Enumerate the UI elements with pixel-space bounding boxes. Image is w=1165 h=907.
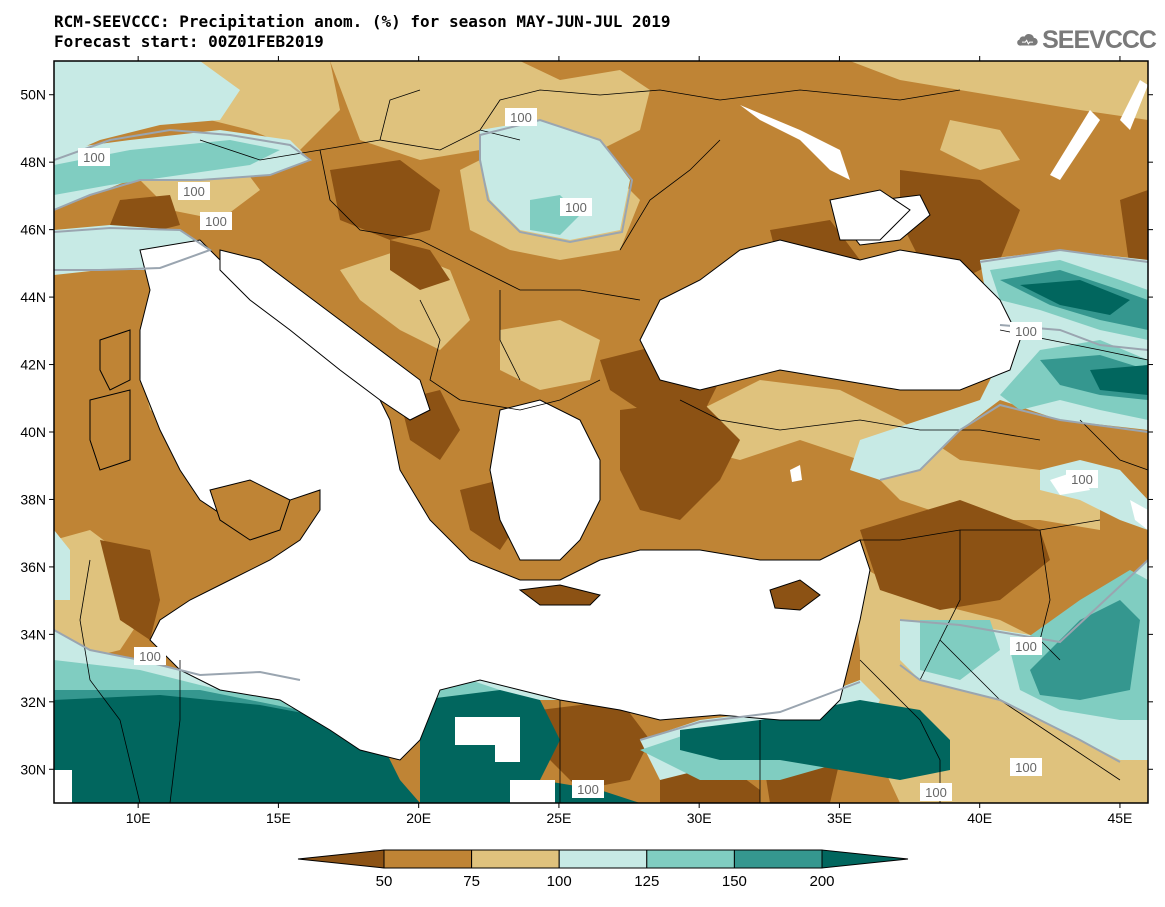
lat-tick-label: 38N — [20, 491, 46, 507]
colorbar-label: 75 — [463, 873, 480, 890]
lon-tick-label: 20E — [406, 810, 431, 826]
colorbar-segment — [821, 849, 909, 869]
contour-label: 100 — [505, 108, 537, 126]
lon-tick-label: 15E — [266, 810, 291, 826]
map-field — [54, 61, 1148, 803]
lon-tick-label: 40E — [967, 810, 992, 826]
svg-text:100: 100 — [565, 200, 587, 215]
contour-label: 100 — [560, 198, 592, 216]
svg-text:100: 100 — [83, 150, 105, 165]
lat-tick-label: 46N — [20, 222, 46, 238]
lat-tick-label: 48N — [20, 154, 46, 170]
colorbar-segment — [558, 849, 648, 869]
title-line-1: RCM-SEEVCCC: Precipitation anom. (%) for… — [54, 12, 671, 31]
svg-text:100: 100 — [925, 785, 947, 800]
contour-label: 100 — [134, 647, 166, 665]
lon-tick-label: 25E — [546, 810, 571, 826]
colorbar-label: 100 — [547, 873, 572, 890]
contour-label: 100 — [1066, 470, 1098, 488]
svg-text:100: 100 — [1015, 639, 1037, 654]
svg-text:100: 100 — [183, 184, 205, 199]
lat-tick-label: 44N — [20, 289, 46, 305]
colorbar-label: 200 — [809, 873, 834, 890]
colorbar: 50 75 100 125 150 200 — [297, 849, 909, 890]
colorbar-segment — [646, 849, 735, 869]
seevccc-logo: SEEVCCC — [1016, 22, 1157, 58]
map-title: RCM-SEEVCCC: Precipitation anom. (%) for… — [54, 12, 671, 52]
contour-label: 100 — [572, 780, 604, 798]
country-borders — [79, 89, 1148, 803]
svg-text:100: 100 — [1015, 324, 1037, 339]
svg-text:100: 100 — [1015, 760, 1037, 775]
lat-tick-label: 36N — [20, 559, 46, 575]
lat-tick-label: 34N — [20, 626, 46, 642]
title-line-2: Forecast start: 00Z01FEB2019 — [54, 32, 324, 51]
cloud-icon — [1017, 34, 1038, 46]
field-below-50 — [100, 160, 1148, 803]
colorbar-label: 125 — [634, 873, 659, 890]
map-axes: 10E 15E 20E 25E 30E 35E 40E 45E 50N 48N 46N 44N 42N 4… — [20, 56, 1153, 826]
svg-text:100: 100 — [510, 110, 532, 125]
lat-tick-label: 40N — [20, 424, 46, 440]
contour-label: 100 — [178, 182, 210, 200]
colorbar-label: 150 — [722, 873, 747, 890]
contour-label: 100 — [1010, 758, 1042, 776]
lon-tick-label: 35E — [827, 810, 852, 826]
svg-text:100: 100 — [205, 214, 227, 229]
svg-text:100: 100 — [139, 649, 161, 664]
colorbar-segment — [383, 849, 473, 869]
lat-tick-label: 50N — [20, 87, 46, 103]
lat-tick-label: 42N — [20, 357, 46, 373]
logo-text: SEEVCCC — [1042, 25, 1157, 54]
colorbar-segment — [471, 849, 560, 869]
contour-labels: 100 100 100 100 100 100 100 100 100 100 … — [78, 108, 1098, 801]
contour-100 — [54, 118, 1148, 763]
lon-tick-label: 10E — [126, 810, 151, 826]
colorbar-label: 50 — [376, 873, 393, 890]
lat-tick-label: 32N — [20, 694, 46, 710]
lon-tick-label: 30E — [687, 810, 712, 826]
lat-tick-label: 30N — [20, 761, 46, 777]
contour-label: 100 — [920, 783, 952, 801]
contour-label: 100 — [200, 212, 232, 230]
contour-label: 100 — [1010, 637, 1042, 655]
lon-tick-label: 45E — [1107, 810, 1132, 826]
svg-text:100: 100 — [577, 782, 599, 797]
colorbar-segment — [297, 849, 385, 869]
colorbar-segment — [733, 849, 823, 869]
islands — [54, 80, 1148, 803]
svg-text:100: 100 — [1071, 472, 1093, 487]
contour-label: 100 — [1010, 322, 1042, 340]
contour-label: 100 — [78, 148, 110, 166]
